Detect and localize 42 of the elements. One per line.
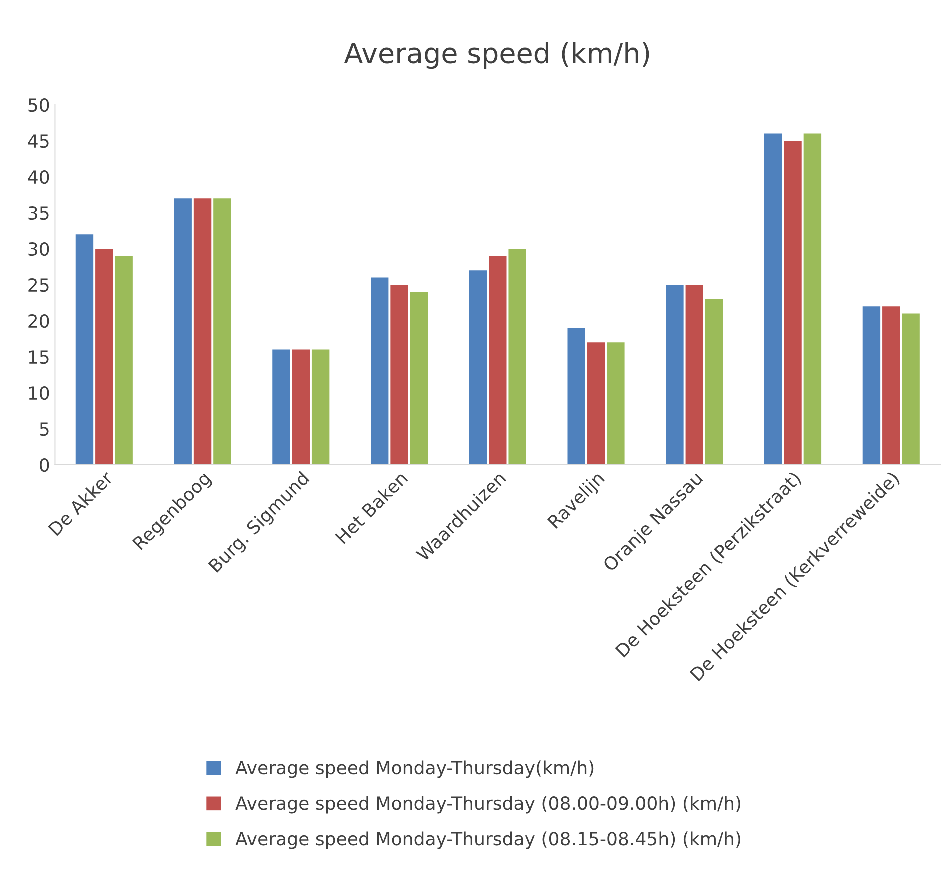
chart-title: Average speed (km/h)	[344, 42, 650, 70]
bar	[489, 256, 507, 465]
bar	[390, 285, 408, 465]
y-tick-label: 35	[28, 206, 49, 220]
bar	[862, 306, 881, 465]
y-tick-label: 45	[28, 134, 49, 148]
bar	[115, 256, 133, 465]
bar	[370, 278, 389, 465]
bar	[764, 134, 782, 465]
y-tick-label: 15	[29, 350, 49, 364]
y-tick-label: 25	[28, 278, 49, 292]
bar	[410, 292, 428, 465]
bar	[882, 306, 900, 465]
bar	[587, 342, 606, 465]
y-tick-label: 0	[40, 458, 50, 472]
bar	[607, 342, 625, 465]
bar	[686, 285, 704, 465]
bar	[174, 198, 192, 465]
bar	[902, 314, 920, 465]
bar	[96, 249, 114, 465]
bar	[666, 285, 684, 465]
y-tick-label: 5	[40, 422, 49, 436]
bar	[312, 350, 330, 465]
y-tick-label: 30	[28, 242, 50, 256]
bar	[292, 350, 310, 465]
y-tick-label: 40	[28, 170, 50, 184]
bar	[784, 141, 802, 465]
bar	[76, 234, 94, 465]
bar	[804, 134, 822, 465]
bar	[469, 270, 488, 465]
bar	[508, 249, 526, 465]
legend-label: Average speed Monday-Thursday(km/h)	[236, 760, 594, 778]
y-tick-label: 20	[28, 314, 50, 328]
legend-label: Average speed Monday-Thursday (08.00-09.00h) (km/h)	[236, 796, 741, 814]
y-tick-label: 50	[28, 98, 50, 112]
bar	[272, 350, 290, 465]
bar	[194, 198, 212, 465]
legend-label: Average speed Monday-Thursday (08.15-08.45h) (km/h)	[236, 832, 741, 850]
y-tick-label: 10	[29, 386, 50, 400]
bar	[568, 328, 586, 465]
bar	[705, 299, 724, 465]
bar	[214, 198, 232, 465]
